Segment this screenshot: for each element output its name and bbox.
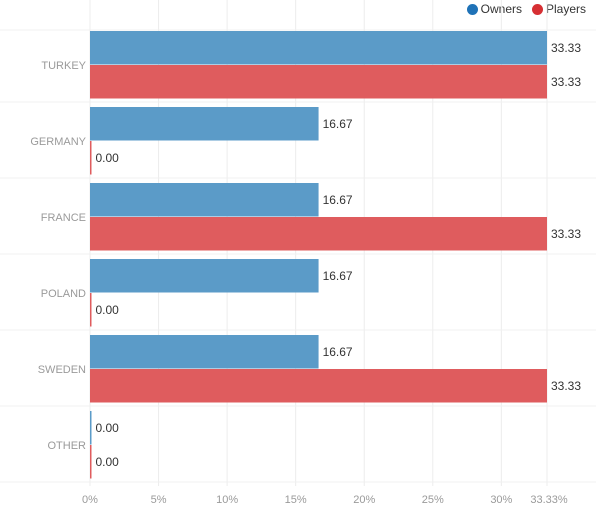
data-label-players-turkey: 33.33 — [551, 75, 581, 89]
bar-players-france — [90, 217, 547, 251]
x-tick-label-5: 25% — [422, 494, 444, 506]
data-label-owners-sweden: 16.67 — [323, 345, 353, 359]
legend-item-players[interactable]: Players — [531, 2, 586, 16]
x-tick-label-3: 15% — [285, 494, 307, 506]
data-label-owners-turkey: 33.33 — [551, 41, 581, 55]
x-tick-label-7: 33.33% — [530, 494, 568, 506]
data-label-players-other: 0.00 — [96, 455, 120, 469]
category-label-germany: GERMANY — [30, 136, 86, 148]
category-label-turkey: TURKEY — [41, 60, 86, 72]
bar-owners-france — [90, 183, 319, 217]
category-label-poland: POLAND — [41, 288, 86, 300]
bar-owners-turkey — [90, 31, 547, 65]
data-label-owners-france: 16.67 — [323, 193, 353, 207]
data-label-owners-germany: 16.67 — [323, 117, 353, 131]
data-label-players-poland: 0.00 — [96, 303, 120, 317]
x-tick-label-1: 5% — [151, 494, 167, 506]
legend-owners-swatch — [466, 3, 478, 15]
bar-players-turkey — [90, 65, 547, 99]
bar-owners-poland — [90, 259, 319, 293]
category-label-sweden: SWEDEN — [38, 364, 86, 376]
bar-owners-sweden — [90, 335, 319, 369]
category-label-france: FRANCE — [41, 212, 86, 224]
x-tick-label-6: 30% — [490, 494, 512, 506]
data-label-owners-other: 0.00 — [96, 421, 120, 435]
bar-owners-other — [90, 411, 92, 445]
bar-players-sweden — [90, 369, 547, 403]
category-label-other: OTHER — [48, 440, 87, 452]
data-label-players-sweden: 33.33 — [551, 379, 581, 393]
bar-players-germany — [90, 141, 92, 175]
x-tick-label-2: 10% — [216, 494, 238, 506]
bar-players-poland — [90, 293, 92, 327]
data-label-owners-poland: 16.67 — [323, 269, 353, 283]
x-tick-label-0: 0% — [82, 494, 98, 506]
bar-owners-germany — [90, 107, 319, 141]
bar-players-other — [90, 445, 92, 479]
legend-players-swatch — [531, 3, 543, 15]
data-label-players-france: 33.33 — [551, 227, 581, 241]
data-label-players-germany: 0.00 — [96, 151, 120, 165]
legend-players-label: Players — [545, 2, 586, 16]
x-tick-label-4: 20% — [353, 494, 375, 506]
